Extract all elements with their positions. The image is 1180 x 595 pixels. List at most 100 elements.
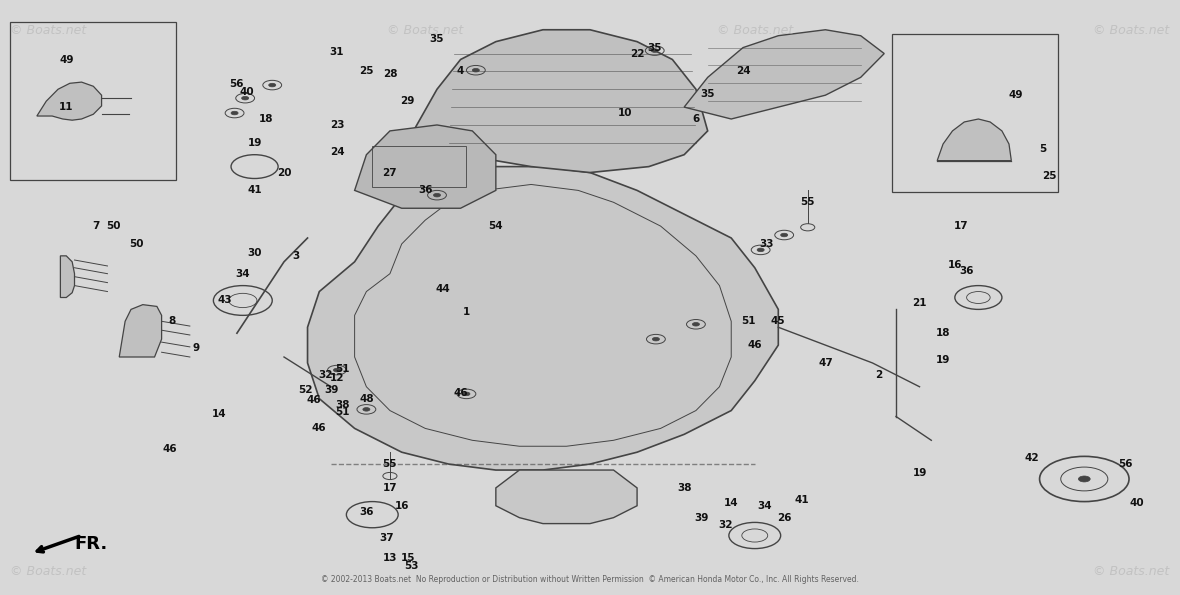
Polygon shape	[684, 30, 884, 119]
Text: © 2002-2013 Boats.net  No Reproduction or Distribution without Written Permissio: © 2002-2013 Boats.net No Reproduction or…	[321, 575, 859, 584]
Text: 19: 19	[912, 468, 926, 478]
Circle shape	[463, 392, 470, 396]
Text: 5: 5	[1040, 144, 1047, 154]
Text: 50: 50	[130, 239, 144, 249]
Text: © Boats.net: © Boats.net	[387, 24, 464, 37]
Text: 35: 35	[701, 89, 715, 99]
Text: 36: 36	[359, 507, 374, 516]
Text: 46: 46	[312, 424, 327, 433]
Text: 36: 36	[959, 266, 973, 275]
Text: 41: 41	[248, 186, 262, 195]
Text: 49: 49	[1009, 90, 1023, 100]
Text: 34: 34	[756, 501, 772, 511]
Text: 46: 46	[453, 388, 467, 397]
Text: 26: 26	[776, 513, 792, 522]
Text: 16: 16	[394, 501, 409, 511]
Text: 21: 21	[912, 299, 926, 308]
Text: 17: 17	[953, 221, 968, 231]
Text: 8: 8	[169, 317, 176, 326]
Text: 35: 35	[648, 43, 662, 52]
Text: 52: 52	[297, 385, 313, 394]
Circle shape	[269, 83, 276, 87]
Text: 19: 19	[936, 355, 950, 365]
Text: 12: 12	[329, 373, 345, 383]
Text: © Boats.net: © Boats.net	[716, 24, 793, 37]
Text: 9: 9	[192, 343, 199, 353]
Polygon shape	[937, 119, 1011, 161]
Text: FR.: FR.	[74, 536, 107, 553]
Text: 13: 13	[382, 553, 398, 563]
Text: 56: 56	[1119, 459, 1133, 469]
Text: 40: 40	[240, 87, 254, 97]
Text: 46: 46	[747, 340, 762, 350]
Circle shape	[231, 111, 238, 115]
Circle shape	[651, 49, 658, 52]
Text: 29: 29	[400, 96, 414, 106]
Text: 37: 37	[379, 534, 394, 543]
Text: 41: 41	[794, 495, 809, 505]
Polygon shape	[119, 305, 162, 357]
Text: 51: 51	[335, 407, 350, 416]
Text: 19: 19	[248, 138, 262, 148]
Polygon shape	[413, 30, 708, 173]
Circle shape	[472, 68, 479, 72]
Polygon shape	[37, 82, 101, 120]
Polygon shape	[308, 167, 779, 470]
Text: © Boats.net: © Boats.net	[11, 24, 87, 37]
Text: 27: 27	[382, 168, 398, 177]
Ellipse shape	[1079, 476, 1090, 482]
Text: 24: 24	[735, 67, 750, 76]
Text: 44: 44	[435, 284, 451, 293]
Text: 15: 15	[400, 553, 415, 563]
Text: 39: 39	[323, 385, 339, 394]
Text: 43: 43	[218, 296, 232, 305]
Text: 23: 23	[329, 120, 345, 130]
Text: 4: 4	[457, 67, 464, 76]
Text: 32: 32	[317, 370, 333, 380]
Circle shape	[653, 337, 660, 341]
Text: 24: 24	[329, 147, 345, 156]
Circle shape	[363, 408, 369, 411]
Polygon shape	[496, 470, 637, 524]
Text: 33: 33	[759, 239, 774, 249]
Text: 34: 34	[236, 269, 250, 278]
Text: 53: 53	[404, 562, 419, 571]
Polygon shape	[60, 256, 74, 298]
Text: 55: 55	[800, 198, 815, 207]
Text: 11: 11	[59, 102, 73, 112]
Text: 3: 3	[293, 251, 300, 261]
Text: 40: 40	[1130, 498, 1145, 508]
Text: 54: 54	[489, 221, 503, 231]
Circle shape	[242, 96, 249, 100]
Text: 42: 42	[1024, 453, 1038, 463]
Circle shape	[758, 248, 765, 252]
Text: 2: 2	[874, 370, 881, 380]
Text: © Boats.net: © Boats.net	[1093, 565, 1169, 578]
Text: © Boats.net: © Boats.net	[1093, 24, 1169, 37]
Text: 45: 45	[771, 317, 786, 326]
Text: 55: 55	[382, 459, 398, 469]
Text: 14: 14	[723, 498, 739, 508]
Text: 18: 18	[260, 114, 274, 124]
Circle shape	[781, 233, 788, 237]
Text: 16: 16	[948, 260, 962, 270]
Text: 22: 22	[630, 49, 644, 58]
Text: 38: 38	[335, 400, 350, 409]
Text: 1: 1	[463, 308, 470, 317]
Text: 46: 46	[163, 444, 177, 454]
Text: 31: 31	[329, 48, 345, 57]
Text: 10: 10	[618, 108, 632, 118]
Polygon shape	[355, 125, 496, 208]
Text: 51: 51	[335, 364, 350, 374]
Text: 32: 32	[719, 520, 733, 530]
Circle shape	[334, 368, 341, 372]
Text: 50: 50	[106, 221, 120, 231]
Text: 18: 18	[936, 328, 950, 338]
Text: 28: 28	[382, 70, 398, 79]
Text: 30: 30	[248, 248, 262, 258]
Text: 47: 47	[818, 358, 833, 368]
Text: 25: 25	[1042, 171, 1056, 180]
Text: 20: 20	[277, 168, 291, 177]
Text: 7: 7	[92, 221, 99, 231]
Text: 25: 25	[359, 67, 374, 76]
